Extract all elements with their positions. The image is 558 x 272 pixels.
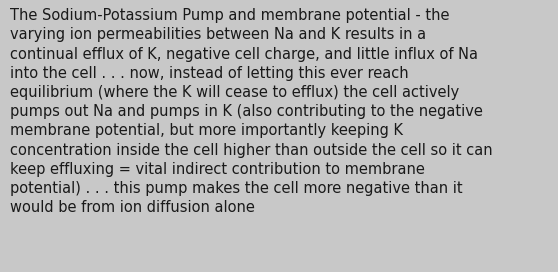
Text: The Sodium-Potassium Pump and membrane potential - the
varying ion permeabilitie: The Sodium-Potassium Pump and membrane p… [10,8,493,215]
